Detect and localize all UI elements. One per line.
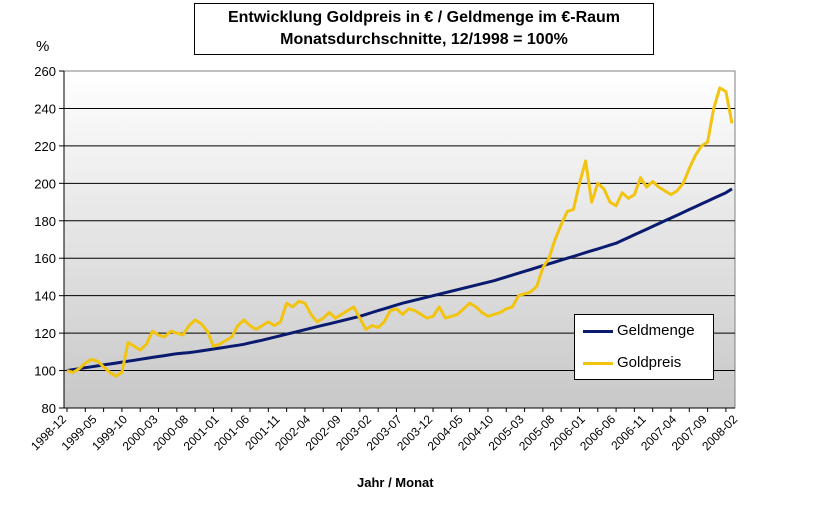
legend-label-geldmenge: Geldmenge	[617, 322, 695, 339]
legend-swatch-goldpreis	[583, 362, 613, 365]
legend-entry-geldmenge: Geldmenge	[575, 321, 713, 341]
chart-title-box: Entwicklung Goldpreis in € / Geldmenge i…	[194, 3, 654, 55]
x-axis-label: Jahr / Monat	[357, 475, 434, 490]
y-axis: 80 100 120 140 160 180 200 220 240 260	[34, 64, 65, 416]
y-tick-label-160: 160	[34, 251, 56, 266]
legend-entry-goldpreis: Goldpreis	[575, 353, 713, 373]
y-tick-label-180: 180	[34, 214, 56, 229]
y-tick-label-200: 200	[34, 176, 56, 191]
series-lines	[66, 86, 734, 378]
y-tick-label-220: 220	[34, 139, 56, 154]
y-tick-label-240: 240	[34, 101, 56, 116]
y-tick-label-100: 100	[34, 364, 56, 379]
y-axis-label: %	[36, 38, 50, 55]
y-tick-label-140: 140	[34, 289, 56, 304]
y-tick-label-80: 80	[42, 401, 56, 416]
y-tick-label-120: 120	[34, 326, 56, 341]
legend-swatch-geldmenge	[583, 330, 613, 333]
y-tick-label-260: 260	[34, 64, 56, 79]
chart-subtitle: Monatsdurchschnitte, 12/1998 = 100%	[280, 31, 568, 48]
x-axis: 1998-121999-051999-102000-032000-082001-…	[28, 407, 740, 453]
series-line-geldmenge	[66, 187, 733, 373]
legend: Geldmenge Goldpreis	[574, 314, 714, 380]
chart-title: Entwicklung Goldpreis in € / Geldmenge i…	[227, 9, 621, 26]
legend-label-goldpreis: Goldpreis	[617, 354, 682, 371]
series-line-goldpreis	[66, 86, 734, 378]
